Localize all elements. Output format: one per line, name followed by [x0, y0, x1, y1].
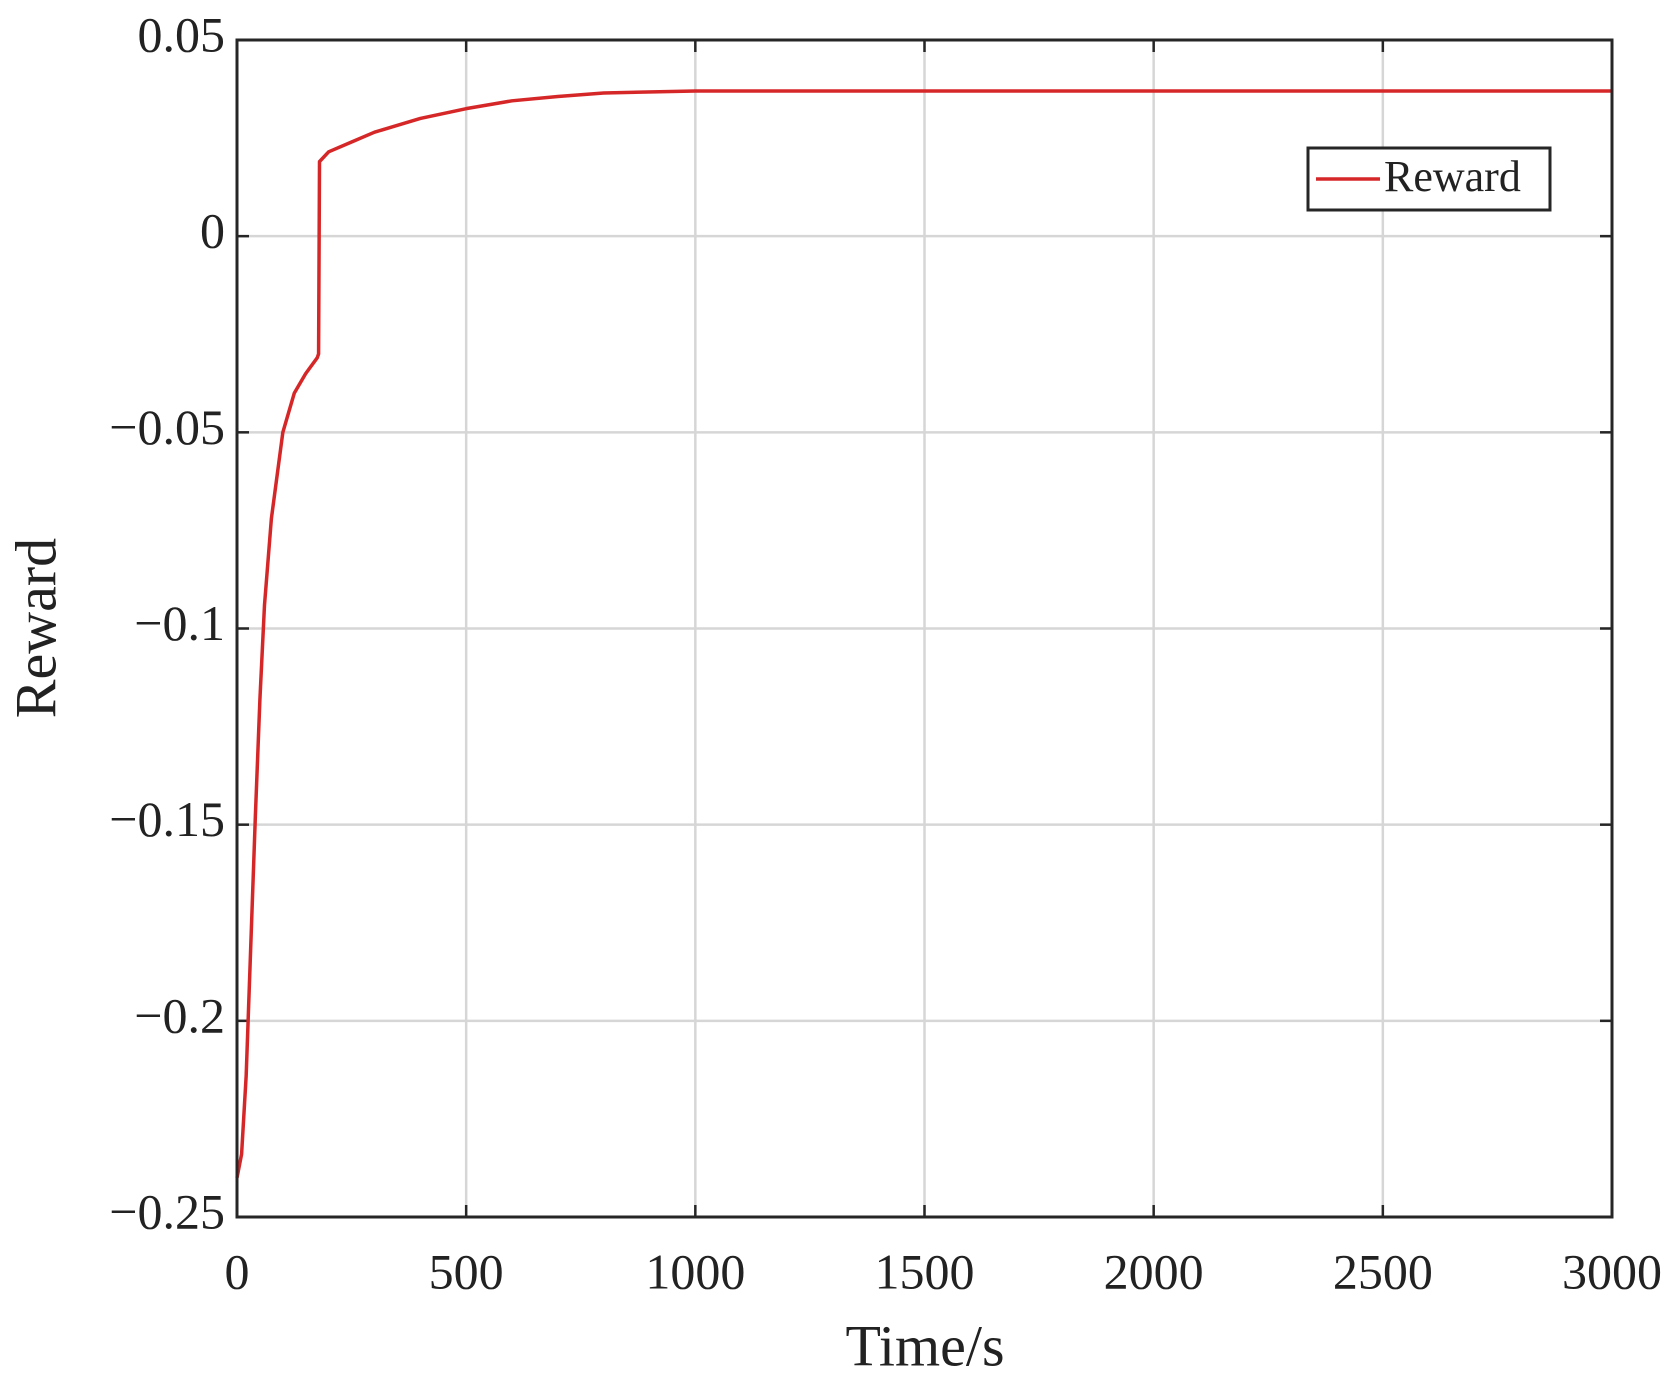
- y-tick-label: −0.25: [109, 1183, 225, 1239]
- x-axis-label: Time/s: [845, 1313, 1004, 1378]
- line-series: [235, 89, 1612, 1179]
- legend-label: Reward: [1384, 152, 1521, 201]
- y-tick-label: 0: [200, 203, 225, 259]
- y-tick-label: −0.1: [134, 595, 225, 651]
- y-tick-label: −0.15: [109, 791, 225, 847]
- y-axis-label: Reward: [3, 538, 68, 718]
- plot-frame: [235, 38, 1614, 1219]
- x-tick-label: 1500: [875, 1243, 975, 1299]
- y-tick-label: −0.2: [134, 987, 225, 1043]
- x-tick-label: 2000: [1104, 1243, 1204, 1299]
- y-tick-label: −0.05: [109, 399, 225, 455]
- x-tick-label: 2500: [1333, 1243, 1433, 1299]
- x-tick-label: 3000: [1562, 1243, 1662, 1299]
- x-tick-label: 500: [429, 1243, 504, 1299]
- x-tick-label: 0: [225, 1243, 250, 1299]
- x-tick-label: 1000: [645, 1243, 745, 1299]
- y-tick-label: 0.05: [138, 6, 226, 62]
